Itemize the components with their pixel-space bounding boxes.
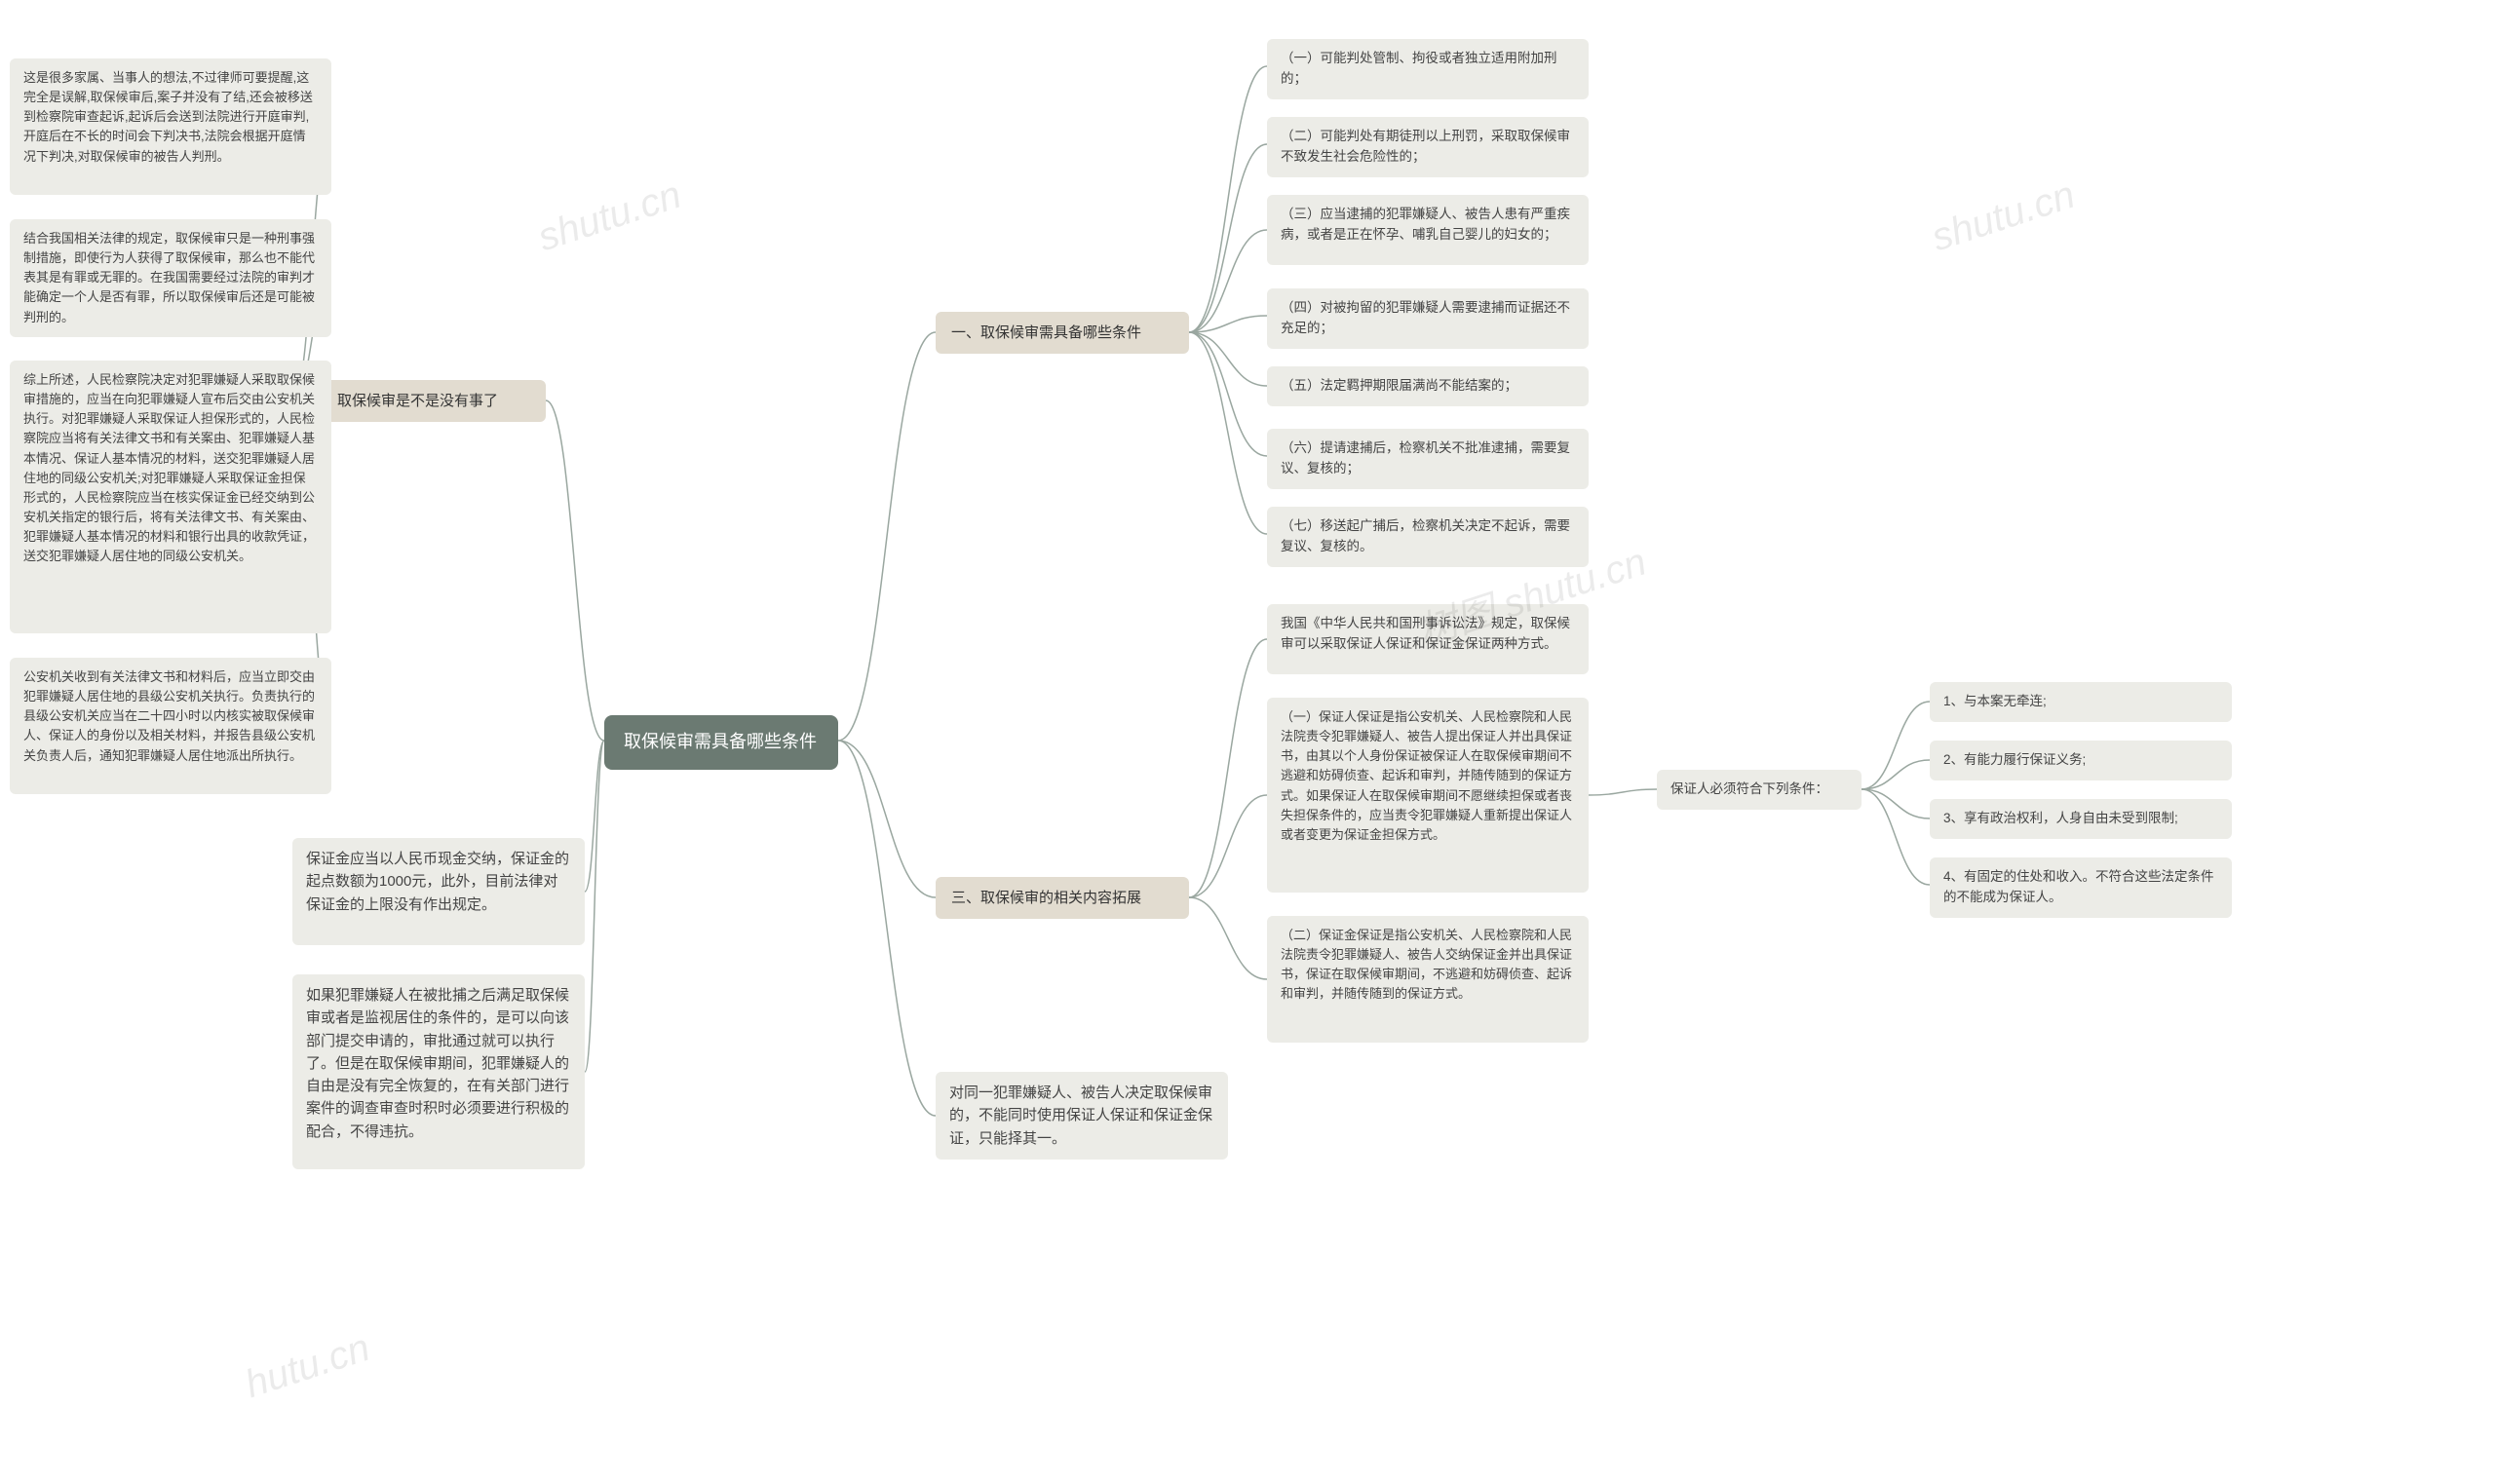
b2-leaf-3: 综上所述，人民检察院决定对犯罪嫌疑人采取取保候审措施的，应当在向犯罪嫌疑人宣布后… bbox=[10, 361, 331, 633]
b3-intro: 我国《中华人民共和国刑事诉讼法》规定，取保候审可以采取保证人保证和保证金保证两种… bbox=[1267, 604, 1589, 674]
b1-leaf-2: （二）可能判处有期徒刑以上刑罚，采取取保候审不致发生社会危险性的； bbox=[1267, 117, 1589, 177]
extra-left-2: 如果犯罪嫌疑人在被批捕之后满足取保候审或者是监视居住的条件的，是可以向该部门提交… bbox=[292, 974, 585, 1169]
b1-leaf-7: （七）移送起广捕后，检察机关决定不起诉，需要复议、复核的。 bbox=[1267, 507, 1589, 567]
b2-leaf-1: 这是很多家属、当事人的想法,不过律师可要提醒,这完全是误解,取保候审后,案子并没… bbox=[10, 58, 331, 195]
b3-sub-3: 3、享有政治权利，人身自由未受到限制; bbox=[1930, 799, 2232, 839]
b3-sub-4: 4、有固定的住处和收入。不符合这些法定条件的不能成为保证人。 bbox=[1930, 857, 2232, 918]
b3-note: 对同一犯罪嫌疑人、被告人决定取保候审的，不能同时使用保证人保证和保证金保证，只能… bbox=[936, 1072, 1228, 1160]
b2-leaf-2: 结合我国相关法律的规定，取保候审只是一种刑事强制措施，即使行为人获得了取保候审，… bbox=[10, 219, 331, 337]
b2-leaf-4: 公安机关收到有关法律文书和材料后，应当立即交由犯罪嫌疑人居住地的县级公安机关执行… bbox=[10, 658, 331, 794]
watermark: hutu.cn bbox=[240, 1326, 375, 1407]
b1-leaf-3: （三）应当逮捕的犯罪嫌疑人、被告人患有严重疾病，或者是正在怀孕、哺乳自己婴儿的妇… bbox=[1267, 195, 1589, 265]
root-node: 取保候审需具备哪些条件 bbox=[604, 715, 838, 770]
branch-1: 一、取保候审需具备哪些条件 bbox=[936, 312, 1189, 354]
extra-left-1: 保证金应当以人民币现金交纳，保证金的起点数额为1000元，此外，目前法律对保证金… bbox=[292, 838, 585, 945]
b3-sub-1: 1、与本案无牵连; bbox=[1930, 682, 2232, 722]
watermark: shutu.cn bbox=[533, 173, 687, 261]
b1-leaf-1: （一）可能判处管制、拘役或者独立适用附加刑的； bbox=[1267, 39, 1589, 99]
b3-item-2: （二）保证金保证是指公安机关、人民检察院和人民法院责令犯罪嫌疑人、被告人交纳保证… bbox=[1267, 916, 1589, 1043]
watermark: shutu.cn bbox=[1927, 173, 2081, 261]
b1-leaf-5: （五）法定羁押期限届满尚不能结案的； bbox=[1267, 366, 1589, 406]
b3-sub-label: 保证人必须符合下列条件： bbox=[1657, 770, 1862, 810]
b3-sub-2: 2、有能力履行保证义务; bbox=[1930, 741, 2232, 780]
b1-leaf-4: （四）对被拘留的犯罪嫌疑人需要逮捕而证据还不充足的； bbox=[1267, 288, 1589, 349]
b3-item-1: （一）保证人保证是指公安机关、人民检察院和人民法院责令犯罪嫌疑人、被告人提出保证… bbox=[1267, 698, 1589, 893]
branch-3: 三、取保候审的相关内容拓展 bbox=[936, 877, 1189, 919]
b1-leaf-6: （六）提请逮捕后，检察机关不批准逮捕，需要复议、复核的； bbox=[1267, 429, 1589, 489]
